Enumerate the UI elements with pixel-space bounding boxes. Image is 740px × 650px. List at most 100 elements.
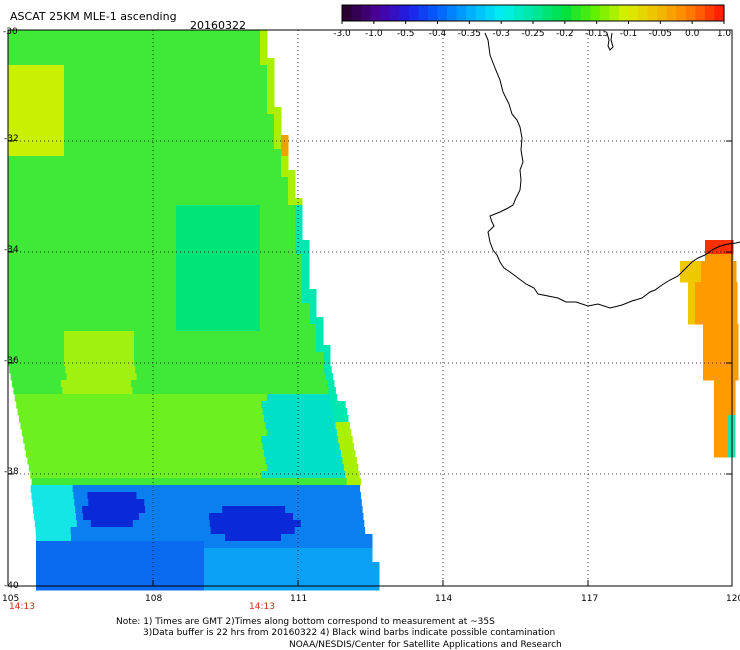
swath-cell — [260, 303, 268, 311]
swath-cell — [204, 569, 212, 577]
swath-cell — [336, 527, 345, 535]
swath-cell — [348, 513, 357, 521]
swath-cell — [232, 296, 240, 304]
swath-cell — [106, 149, 114, 157]
swath-cell — [64, 254, 72, 262]
swath-cell — [266, 394, 275, 402]
swath-cell — [245, 429, 254, 437]
swath-cell — [211, 289, 219, 297]
swath-cell — [8, 233, 16, 241]
swath-cell — [123, 499, 131, 507]
swath-cell — [64, 86, 72, 94]
swath-cell — [15, 233, 23, 241]
swath-cell — [64, 282, 72, 290]
swath-cell — [267, 184, 275, 192]
swath-cell — [113, 226, 121, 234]
swath-cell — [134, 219, 142, 227]
swath-cell — [232, 142, 240, 150]
swath-cell — [49, 527, 58, 535]
swath-cell — [218, 58, 226, 66]
swath-cell — [281, 177, 289, 185]
swath-cell — [85, 541, 93, 549]
swath-cell — [169, 30, 177, 38]
swath-cell — [225, 156, 233, 164]
swath-cell — [255, 408, 264, 416]
swath-cell — [162, 79, 170, 87]
swath-cell — [64, 331, 72, 339]
swath-cell — [211, 296, 219, 304]
swath-cell — [135, 366, 143, 374]
swath-cell — [351, 541, 359, 549]
swath-cell — [280, 464, 289, 472]
swath-cell — [8, 198, 16, 206]
swath-cell — [36, 191, 44, 199]
swath-cell — [267, 331, 275, 339]
swath-cell — [121, 366, 129, 374]
swath-cell — [37, 471, 45, 479]
swath-cell — [218, 135, 226, 143]
swath-cell — [8, 247, 16, 255]
swath-cell — [343, 464, 352, 472]
swath-cell — [186, 499, 194, 507]
swath-cell — [85, 338, 93, 346]
swath-cell — [85, 100, 93, 108]
swath-cell — [120, 261, 128, 269]
swath-cell — [43, 128, 51, 136]
swath-cell — [170, 471, 178, 479]
swath-cell — [268, 401, 276, 409]
swath-cell — [36, 100, 44, 108]
swath-cell — [50, 352, 58, 360]
swath-cell — [155, 310, 163, 318]
swath-cell — [106, 58, 114, 66]
swath-cell — [710, 359, 718, 367]
swath-cell — [78, 170, 86, 178]
swath-cell — [92, 51, 100, 59]
swath-cell — [372, 583, 380, 591]
swath-cell — [320, 513, 329, 521]
swath-cell — [65, 366, 73, 374]
swath-cell — [34, 520, 43, 528]
swath-cell — [50, 107, 58, 115]
swath-cell — [121, 485, 130, 493]
swath-cell — [30, 485, 39, 493]
swath-cell — [43, 548, 51, 556]
swath-cell — [168, 527, 177, 535]
swath-cell — [169, 191, 177, 199]
swath-cell — [41, 422, 49, 430]
swath-cell — [114, 436, 122, 444]
swath-cell — [85, 114, 93, 122]
swath-cell — [134, 121, 142, 129]
swath-cell — [232, 282, 240, 290]
swath-cell — [58, 471, 66, 479]
swath-cell — [239, 303, 247, 311]
swath-cell — [281, 135, 289, 143]
swath-cell — [281, 198, 289, 206]
swath-cell — [166, 380, 174, 388]
swath-cell — [339, 478, 348, 486]
swath-cell — [134, 142, 142, 150]
swath-cell — [226, 471, 234, 479]
swath-cell — [57, 282, 65, 290]
swath-cell — [155, 226, 163, 234]
swath-cell — [134, 163, 142, 171]
swath-cell — [43, 352, 51, 360]
swath-cell — [196, 429, 205, 437]
swath-cell — [731, 366, 739, 374]
swath-cell — [71, 149, 79, 157]
swath-cell — [15, 226, 23, 234]
swath-cell — [176, 282, 184, 290]
swath-cell — [71, 72, 79, 80]
swath-cell — [232, 548, 240, 556]
swath-cell — [22, 191, 30, 199]
swath-cell — [297, 478, 306, 486]
swath-cell — [169, 205, 177, 213]
swath-cell — [344, 569, 352, 577]
swath-cell — [159, 380, 167, 388]
swath-cell — [209, 457, 217, 465]
swath-cell — [148, 534, 156, 542]
swath-cell — [169, 58, 177, 66]
swath-cell — [36, 184, 44, 192]
swath-cell — [36, 331, 44, 339]
swath-cell — [253, 254, 261, 262]
swath-cell — [295, 254, 303, 262]
